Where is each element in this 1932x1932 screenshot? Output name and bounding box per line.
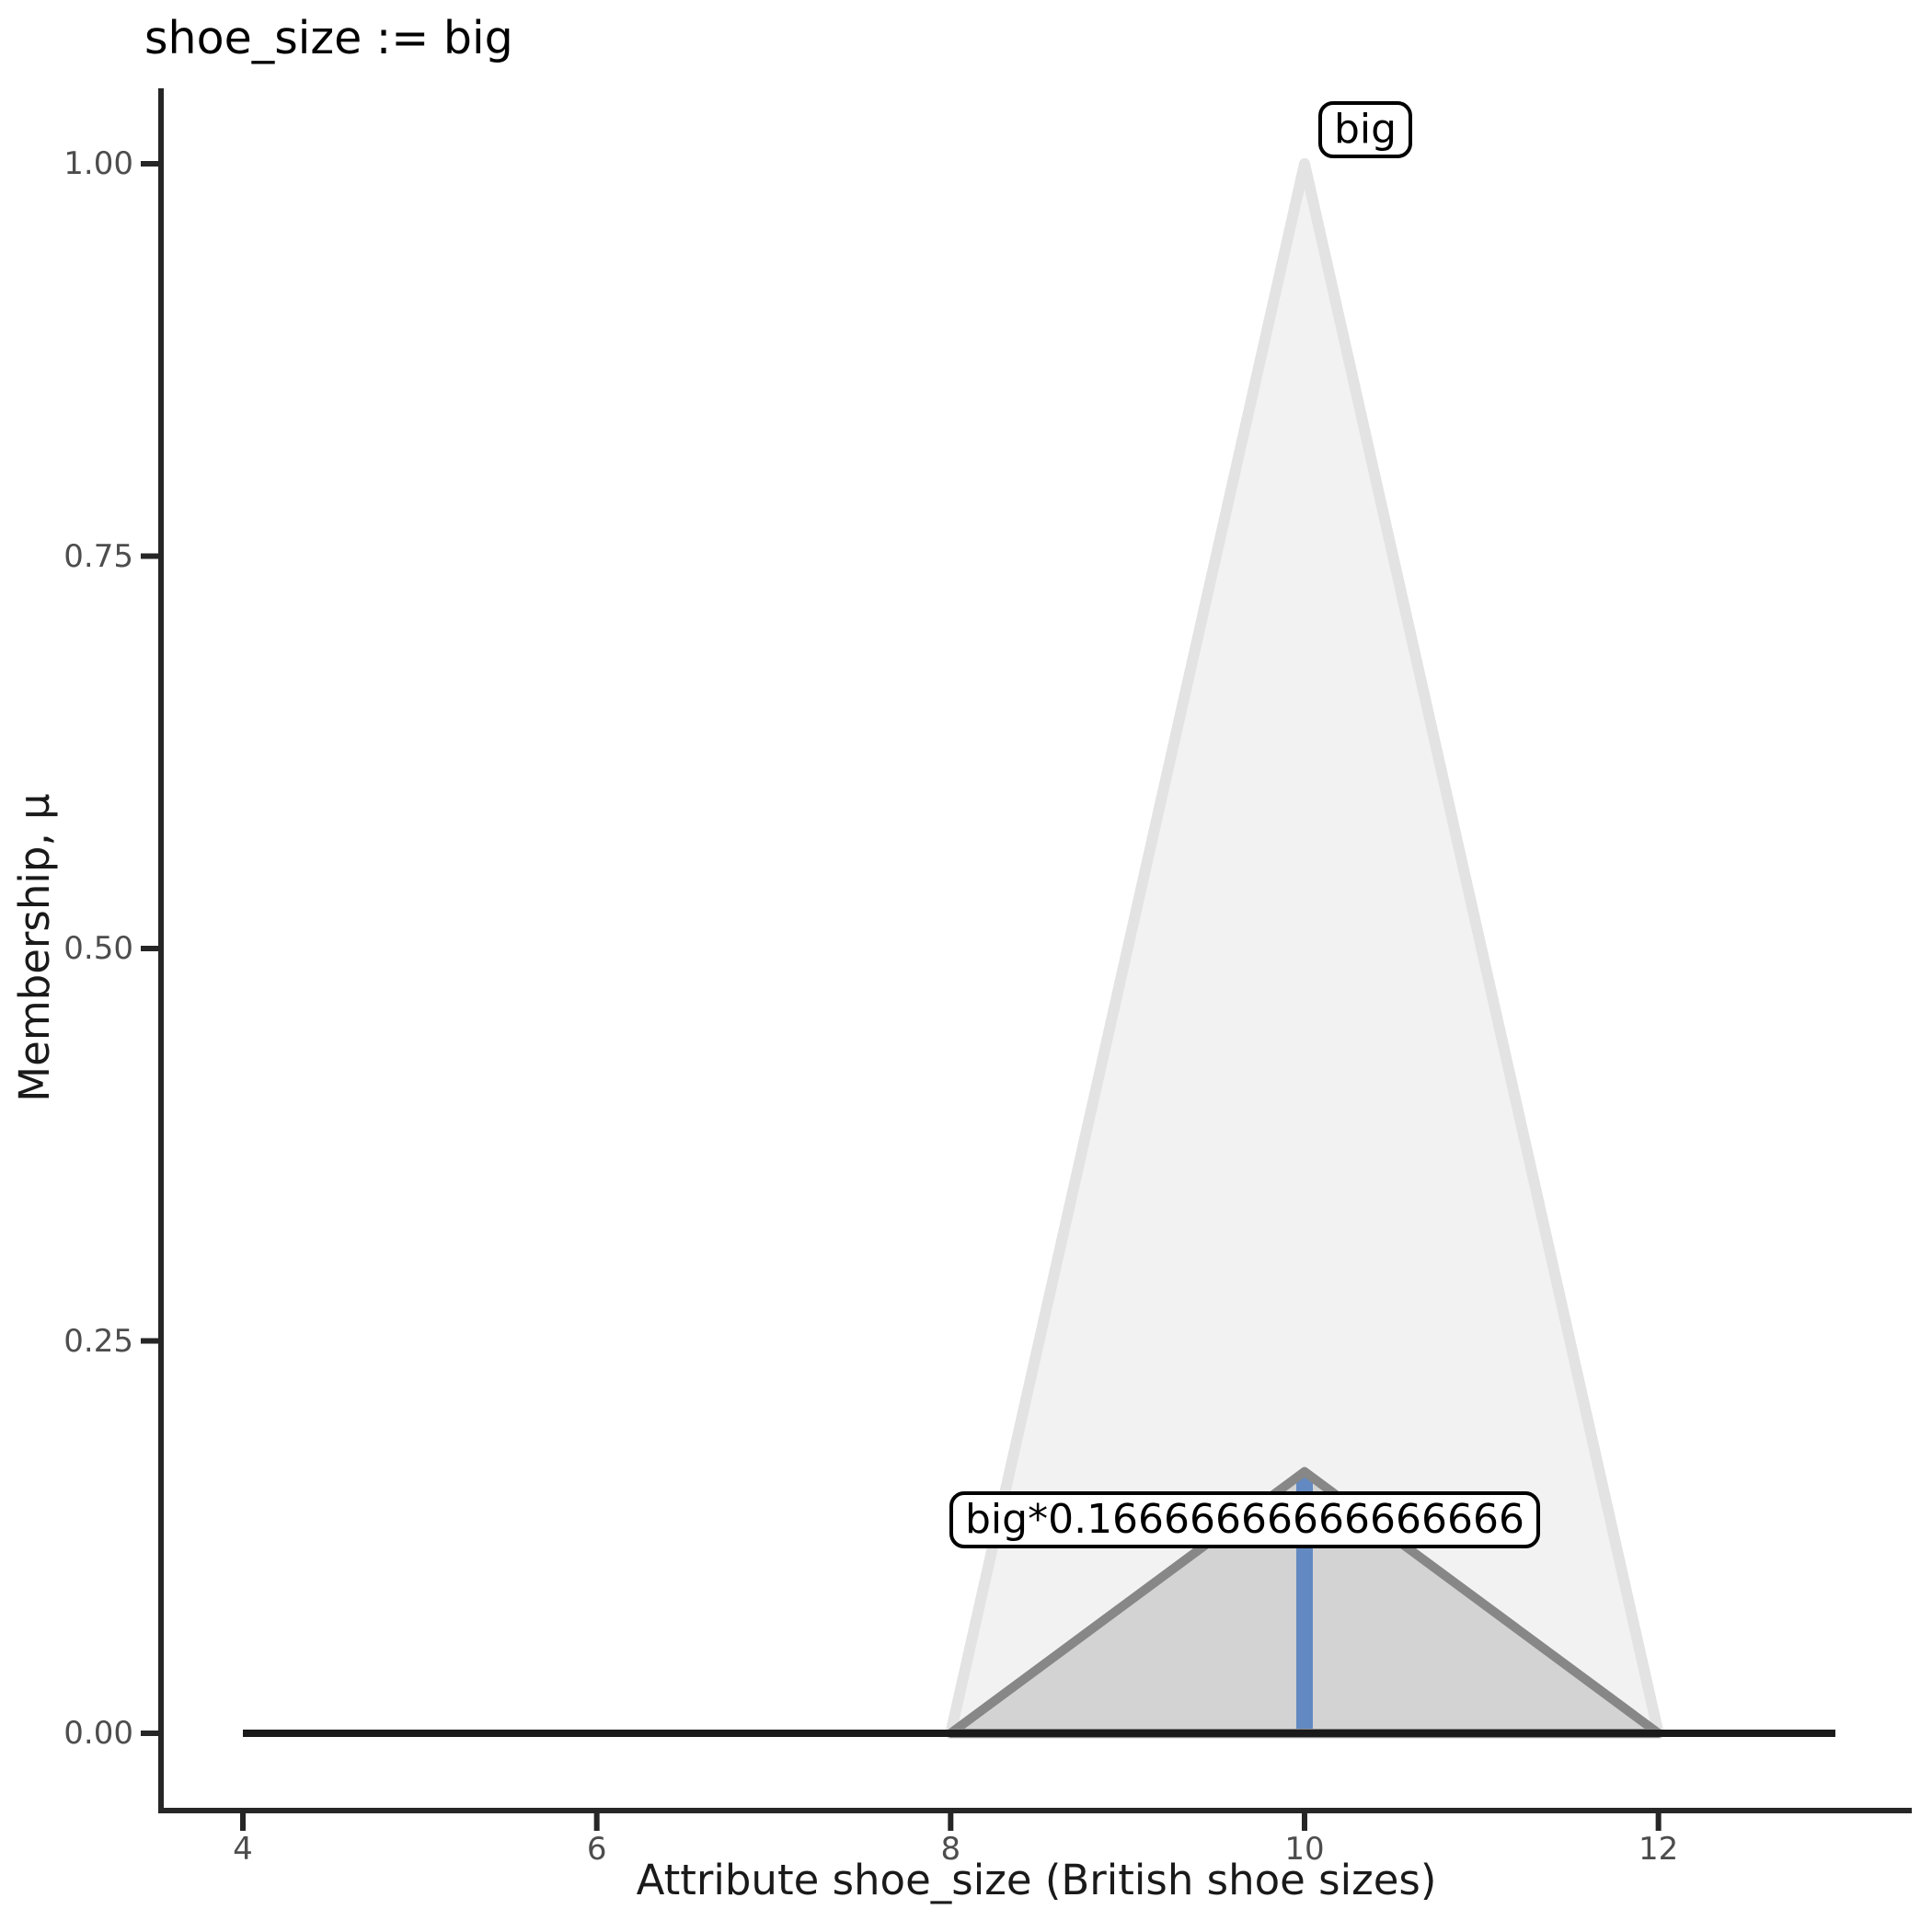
x-tick-label: 12	[1638, 1831, 1679, 1868]
chart-title: shoe_size := big	[144, 12, 513, 64]
x-tick-label: 4	[233, 1831, 253, 1868]
y-tick-label: 0.75	[63, 537, 133, 575]
y-tick-label: 1.00	[63, 145, 133, 182]
x-axis-label: Attribute shoe_size (British shoe sizes)	[636, 1856, 1437, 1904]
x-tick-label: 8	[940, 1831, 961, 1868]
axis-tick-marks	[141, 161, 1662, 1831]
y-tick-label: 0.00	[63, 1715, 133, 1752]
annotation-box-big-scaled: big*0.16666666666666666	[949, 1491, 1540, 1548]
y-tick-label: 0.50	[63, 930, 133, 967]
annotation-box-big: big	[1318, 101, 1413, 158]
x-tick-label: 6	[586, 1831, 607, 1868]
y-axis-label: Membership, μ	[10, 793, 59, 1102]
y-tick-label: 0.25	[63, 1322, 133, 1360]
x-tick-label: 10	[1284, 1831, 1325, 1868]
